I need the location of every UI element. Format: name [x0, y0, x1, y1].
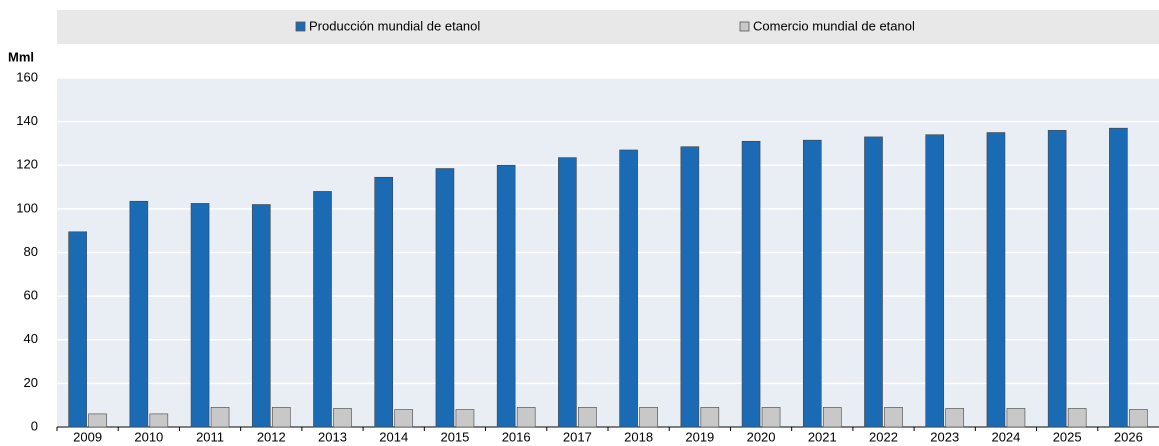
x-tick-label: 2021 — [808, 429, 837, 444]
legend-label: Comercio mundial de etanol — [753, 18, 915, 33]
bar — [374, 176, 394, 428]
x-tick-label: 2022 — [869, 429, 898, 444]
legend-label: Producción mundial de etanol — [309, 18, 480, 33]
bar — [1129, 409, 1148, 428]
x-tick-label: 2026 — [1114, 429, 1143, 444]
bar — [88, 413, 107, 428]
bar — [578, 407, 597, 428]
x-tick-label: 2013 — [318, 429, 347, 444]
bar — [1067, 408, 1087, 428]
bar — [496, 164, 516, 428]
y-tick-label: 160 — [16, 69, 38, 84]
bar — [435, 168, 455, 428]
bar — [149, 413, 169, 428]
bar — [680, 146, 700, 428]
x-tick-label: 2023 — [930, 429, 959, 444]
bar — [129, 200, 149, 428]
y-tick-label: 100 — [16, 200, 38, 215]
bar — [394, 409, 414, 428]
y-tick-label: 0 — [31, 418, 38, 433]
y-tick-label: 140 — [16, 113, 38, 128]
bar — [619, 149, 638, 428]
y-tick-label: 120 — [16, 157, 38, 172]
x-tick-label: 2020 — [747, 429, 776, 444]
legend-marker — [739, 21, 750, 32]
bar — [516, 407, 536, 428]
bar — [822, 407, 842, 428]
bar — [313, 191, 332, 428]
bar — [455, 409, 475, 428]
bar — [741, 140, 761, 428]
y-tick-label: 60 — [24, 288, 38, 303]
bar — [1047, 130, 1067, 428]
x-tick-label: 2014 — [379, 429, 408, 444]
bar — [700, 407, 720, 428]
legend-marker — [295, 21, 306, 32]
bar — [986, 132, 1006, 428]
bar — [802, 139, 822, 428]
bar — [271, 407, 291, 428]
x-tick-label: 2015 — [440, 429, 469, 444]
x-tick-label: 2025 — [1053, 429, 1082, 444]
y-tick-label: 40 — [24, 331, 38, 346]
bar — [333, 408, 352, 428]
x-tick-label: 2019 — [685, 429, 714, 444]
bar — [884, 407, 903, 428]
bar — [945, 408, 965, 428]
x-tick-label: 2011 — [196, 429, 224, 444]
bar — [864, 136, 883, 428]
x-tick-label: 2016 — [502, 429, 531, 444]
y-tick-label: 80 — [24, 244, 38, 259]
y-axis-label: Mml — [8, 49, 34, 64]
bar — [1109, 127, 1128, 428]
x-tick-label: 2010 — [134, 429, 163, 444]
bar — [251, 204, 271, 428]
bar — [210, 407, 230, 428]
x-tick-label: 2012 — [257, 429, 286, 444]
bar — [68, 231, 87, 428]
bar — [558, 157, 577, 428]
x-tick-label: 2024 — [991, 429, 1020, 444]
bar — [190, 203, 210, 428]
x-tick-label: 2009 — [73, 429, 102, 444]
x-tick-label: 2017 — [563, 429, 592, 444]
bar — [639, 407, 658, 428]
bar — [1006, 408, 1026, 428]
x-tick-label: 2018 — [624, 429, 653, 444]
bar — [925, 134, 945, 428]
y-tick-label: 20 — [24, 375, 38, 390]
legend-band — [57, 10, 1159, 44]
bar — [761, 407, 781, 428]
